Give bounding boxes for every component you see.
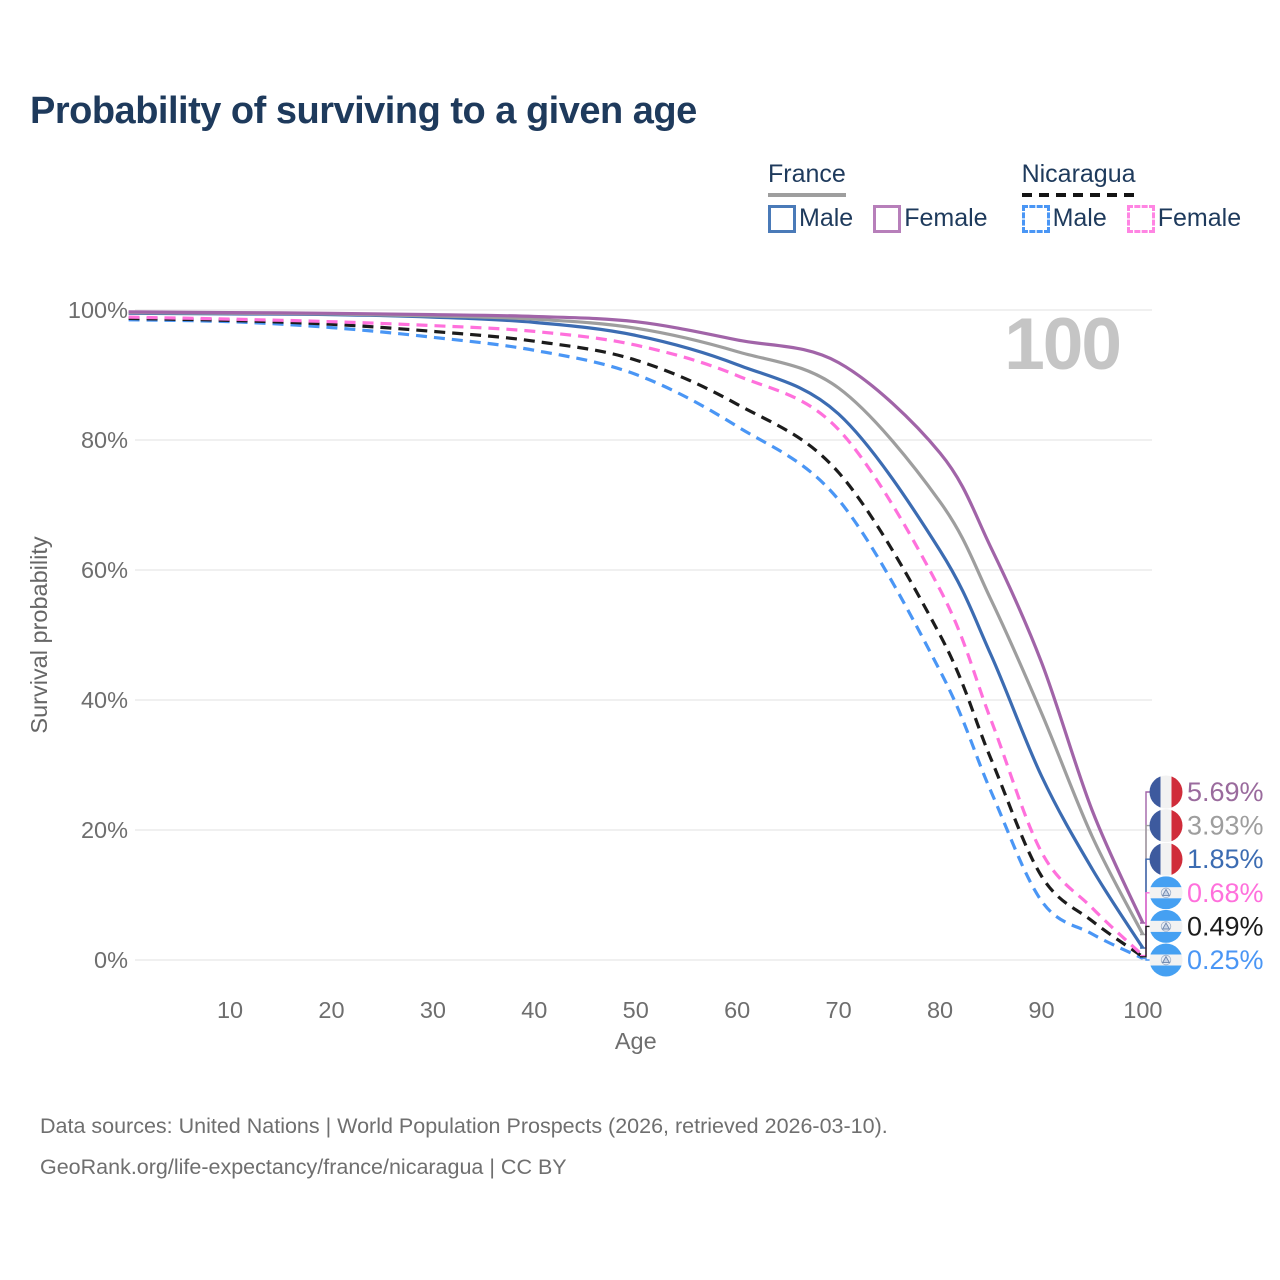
y-tick-label: 0% — [94, 947, 128, 973]
footer-data-sources: Data sources: United Nations | World Pop… — [40, 1114, 888, 1138]
age-watermark: 100 — [1004, 304, 1120, 385]
legend-group-france: France Male Female — [768, 160, 988, 233]
label-leader-nicaragua-female — [1140, 892, 1150, 957]
end-value-label-france-female: 5.69% — [1187, 777, 1264, 807]
series-line-france-both-sexes[interactable] — [128, 311, 1145, 936]
legend-item-nicaragua-female[interactable]: Female — [1126, 204, 1242, 233]
end-value-label-france-both-sexes: 3.93% — [1187, 811, 1264, 841]
legend-country-france: France — [768, 160, 846, 197]
label-leader-nicaragua-both-sexes — [1140, 925, 1150, 958]
end-value-label-nicaragua-female: 0.68% — [1187, 878, 1264, 908]
legend-country-nicaragua-label: Nicaragua — [1021, 160, 1136, 188]
footer-attribution: GeoRank.org/life-expectancy/france/nicar… — [40, 1155, 567, 1179]
label-leader-france-female — [1140, 791, 1150, 924]
legend-item-france-female[interactable]: Female — [873, 204, 988, 233]
x-tick-label: 60 — [724, 997, 750, 1023]
legend-swatch-france-male — [768, 204, 796, 233]
x-tick-label: 20 — [318, 997, 344, 1023]
legend-items-france: Male Female — [768, 204, 988, 233]
flag-france-icon — [1149, 775, 1183, 809]
flag-nicaragua-icon — [1149, 909, 1183, 943]
end-value-label-nicaragua-both-sexes: 0.49% — [1187, 911, 1264, 941]
series-line-nicaragua-both-sexes[interactable] — [128, 316, 1144, 959]
x-tick-label: 50 — [623, 997, 649, 1023]
survival-chart: 0% 20% 40% 60% 80% 100% 10 20 30 40 50 60 70 80 90 100 A… — [26, 297, 1264, 1054]
y-tick-label: 40% — [81, 687, 128, 713]
legend-country-nicaragua: Nicaragua — [1021, 160, 1136, 197]
x-tick-label: 100 — [1123, 997, 1162, 1023]
x-axis-title: Age — [615, 1028, 657, 1054]
flag-france-icon — [1149, 809, 1183, 843]
x-tick-label: 80 — [927, 997, 953, 1023]
legend-underline-nicaragua — [1021, 193, 1136, 197]
legend-underline-france — [768, 193, 846, 197]
series-line-france-male[interactable] — [128, 311, 1145, 949]
page-title: Probability of surviving to a given age — [30, 90, 697, 132]
footer: Data sources: United Nations | World Pop… — [40, 1106, 888, 1188]
flag-nicaragua-icon — [1149, 943, 1183, 977]
y-axis-title: Survival probability — [26, 536, 52, 733]
x-tick-label: 40 — [521, 997, 547, 1023]
legend-items-nicaragua: Male Female — [1021, 204, 1242, 233]
legend: France Male Female Nicaragua — [768, 160, 1241, 233]
x-tick-label: 90 — [1028, 997, 1054, 1023]
flag-nicaragua-icon — [1149, 876, 1183, 910]
legend-item-label: Male — [799, 204, 854, 232]
x-tick-label: 30 — [420, 997, 446, 1023]
legend-country-france-label: France — [768, 160, 846, 188]
legend-item-label: Male — [1052, 204, 1107, 232]
y-tick-label: 80% — [81, 427, 128, 453]
x-tick-label: 70 — [826, 997, 852, 1023]
end-value-label-nicaragua-male: 0.25% — [1187, 945, 1264, 975]
series-line-france-female[interactable] — [128, 310, 1145, 924]
legend-swatch-france-female — [873, 204, 902, 233]
y-tick-label: 100% — [68, 297, 128, 323]
y-tick-label: 60% — [81, 557, 128, 583]
flag-france-icon — [1149, 842, 1183, 876]
x-tick-label: 10 — [217, 997, 243, 1023]
legend-group-nicaragua: Nicaragua Male Female — [1021, 160, 1242, 233]
legend-item-label: Female — [1157, 204, 1242, 232]
legend-swatch-nicaragua-female — [1126, 204, 1155, 233]
legend-item-label: Female — [904, 204, 988, 232]
legend-item-france-male[interactable]: Male — [768, 204, 853, 233]
series-line-nicaragua-male[interactable] — [128, 318, 1144, 960]
label-leader-nicaragua-male — [1140, 957, 1150, 961]
legend-item-nicaragua-male[interactable]: Male — [1021, 204, 1107, 233]
y-tick-label: 20% — [81, 817, 128, 843]
end-value-label-france-male: 1.85% — [1187, 844, 1264, 874]
series-line-nicaragua-female[interactable] — [128, 315, 1144, 957]
legend-swatch-nicaragua-male — [1021, 204, 1050, 233]
